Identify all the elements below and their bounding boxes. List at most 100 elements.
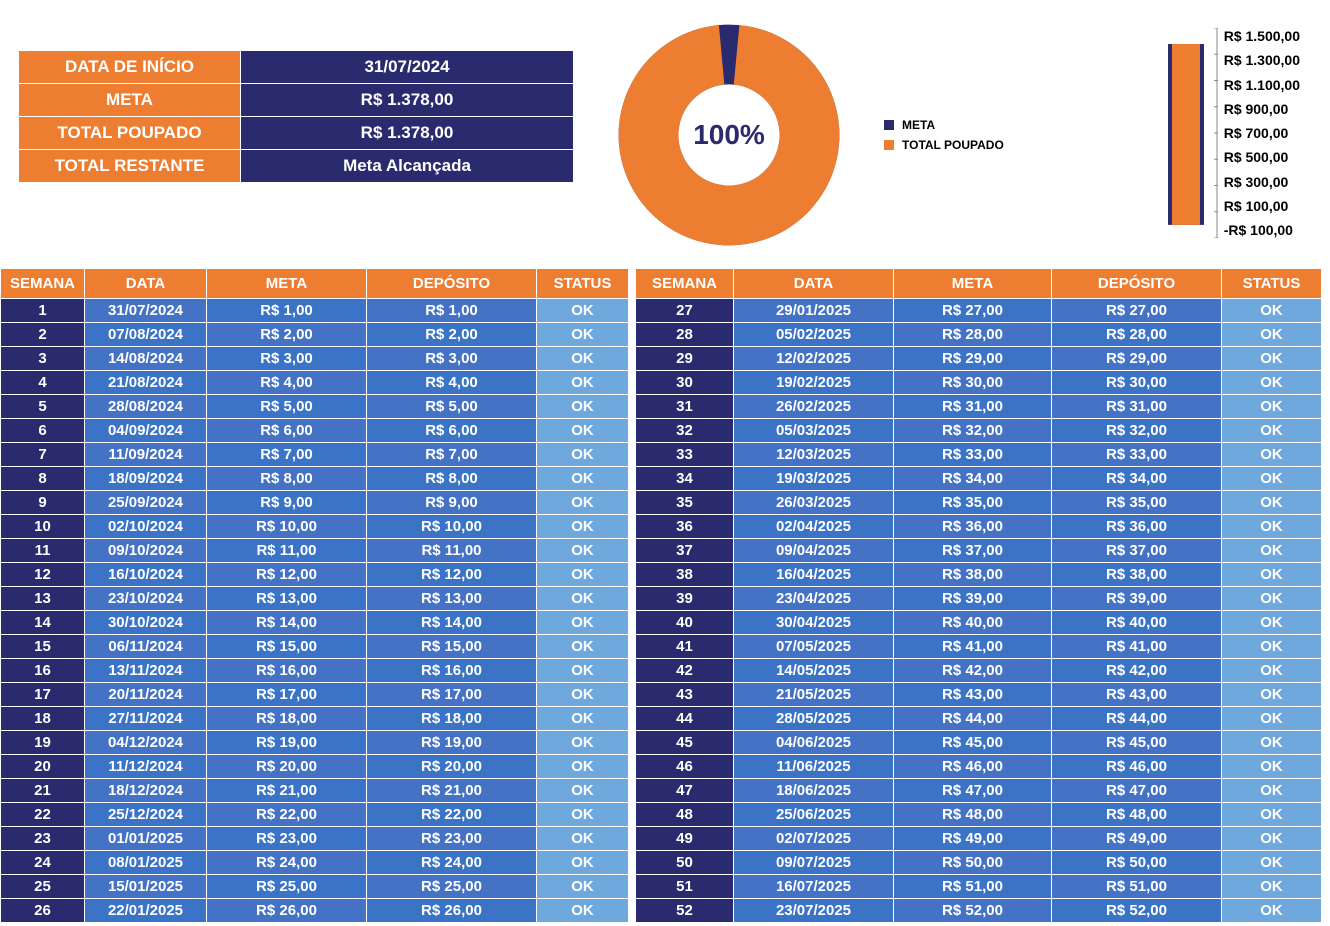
cell-meta: R$ 48,00 — [894, 803, 1052, 827]
cell-semana: 16 — [1, 659, 85, 683]
bar-tick-label: R$ 500,00 — [1224, 149, 1300, 165]
cell-status: OK — [1222, 611, 1322, 635]
cell-status: OK — [1222, 803, 1322, 827]
table-row: 4428/05/2025R$ 44,00R$ 44,00OK — [636, 707, 1322, 731]
cell-meta: R$ 11,00 — [207, 539, 367, 563]
cell-meta: R$ 39,00 — [894, 587, 1052, 611]
cell-status: OK — [537, 731, 629, 755]
cell-deposito: R$ 22,00 — [367, 803, 537, 827]
legend-swatch-icon — [884, 120, 894, 130]
table-row: 3709/04/2025R$ 37,00R$ 37,00OK — [636, 539, 1322, 563]
cell-meta: R$ 44,00 — [894, 707, 1052, 731]
savings-table-left: SEMANA DATA META DEPÓSITO STATUS 131/07/… — [0, 268, 629, 923]
cell-data: 09/10/2024 — [85, 539, 207, 563]
cell-semana: 41 — [636, 635, 734, 659]
table-row: 3419/03/2025R$ 34,00R$ 34,00OK — [636, 467, 1322, 491]
cell-data: 28/08/2024 — [85, 395, 207, 419]
cell-data: 16/04/2025 — [734, 563, 894, 587]
table-row: 1216/10/2024R$ 12,00R$ 12,00OK — [1, 563, 629, 587]
table-row: 2301/01/2025R$ 23,00R$ 23,00OK — [1, 827, 629, 851]
cell-meta: R$ 24,00 — [207, 851, 367, 875]
cell-data: 07/08/2024 — [85, 323, 207, 347]
cell-deposito: R$ 37,00 — [1052, 539, 1222, 563]
table-row: 1430/10/2024R$ 14,00R$ 14,00OK — [1, 611, 629, 635]
cell-semana: 7 — [1, 443, 85, 467]
bar-chart: R$ 1.500,00R$ 1.300,00R$ 1.100,00R$ 900,… — [1158, 28, 1300, 238]
cell-deposito: R$ 48,00 — [1052, 803, 1222, 827]
cell-data: 12/02/2025 — [734, 347, 894, 371]
cell-semana: 43 — [636, 683, 734, 707]
cell-meta: R$ 36,00 — [894, 515, 1052, 539]
cell-meta: R$ 8,00 — [207, 467, 367, 491]
th-semana: SEMANA — [1, 269, 85, 299]
cell-meta: R$ 17,00 — [207, 683, 367, 707]
cell-meta: R$ 21,00 — [207, 779, 367, 803]
summary-label-start: DATA DE INÍCIO — [19, 51, 241, 84]
cell-deposito: R$ 52,00 — [1052, 899, 1222, 923]
table-row: 4107/05/2025R$ 41,00R$ 41,00OK — [636, 635, 1322, 659]
cell-semana: 8 — [1, 467, 85, 491]
cell-deposito: R$ 9,00 — [367, 491, 537, 515]
cell-meta: R$ 33,00 — [894, 443, 1052, 467]
table-row: 314/08/2024R$ 3,00R$ 3,00OK — [1, 347, 629, 371]
cell-status: OK — [1222, 491, 1322, 515]
bar-tick-label: R$ 700,00 — [1224, 125, 1300, 141]
cell-data: 04/09/2024 — [85, 419, 207, 443]
cell-meta: R$ 35,00 — [894, 491, 1052, 515]
cell-semana: 31 — [636, 395, 734, 419]
cell-status: OK — [537, 419, 629, 443]
table-row: 4825/06/2025R$ 48,00R$ 48,00OK — [636, 803, 1322, 827]
cell-status: OK — [537, 395, 629, 419]
cell-meta: R$ 34,00 — [894, 467, 1052, 491]
th-deposito: DEPÓSITO — [367, 269, 537, 299]
table-row: 5116/07/2025R$ 51,00R$ 51,00OK — [636, 875, 1322, 899]
cell-semana: 20 — [1, 755, 85, 779]
summary-label-saved: TOTAL POUPADO — [19, 117, 241, 150]
th-status: STATUS — [1222, 269, 1322, 299]
cell-deposito: R$ 46,00 — [1052, 755, 1222, 779]
cell-meta: R$ 15,00 — [207, 635, 367, 659]
cell-data: 25/06/2025 — [734, 803, 894, 827]
summary-table: DATA DE INÍCIO 31/07/2024 META R$ 1.378,… — [18, 50, 574, 183]
table-row: 2515/01/2025R$ 25,00R$ 25,00OK — [1, 875, 629, 899]
donut-chart: 100% — [614, 20, 844, 250]
cell-meta: R$ 23,00 — [207, 827, 367, 851]
cell-data: 04/12/2024 — [85, 731, 207, 755]
table-row: 711/09/2024R$ 7,00R$ 7,00OK — [1, 443, 629, 467]
cell-semana: 42 — [636, 659, 734, 683]
table-row: 818/09/2024R$ 8,00R$ 8,00OK — [1, 467, 629, 491]
cell-status: OK — [537, 827, 629, 851]
cell-deposito: R$ 15,00 — [367, 635, 537, 659]
cell-status: OK — [537, 347, 629, 371]
table-row: 3816/04/2025R$ 38,00R$ 38,00OK — [636, 563, 1322, 587]
cell-data: 14/08/2024 — [85, 347, 207, 371]
tables-container: SEMANA DATA META DEPÓSITO STATUS 131/07/… — [0, 268, 1330, 923]
legend-label-poupado: TOTAL POUPADO — [902, 138, 1004, 152]
cell-meta: R$ 47,00 — [894, 779, 1052, 803]
cell-semana: 35 — [636, 491, 734, 515]
savings-table-right: SEMANA DATA META DEPÓSITO STATUS 2729/01… — [635, 268, 1322, 923]
cell-meta: R$ 41,00 — [894, 635, 1052, 659]
cell-deposito: R$ 34,00 — [1052, 467, 1222, 491]
cell-deposito: R$ 41,00 — [1052, 635, 1222, 659]
cell-deposito: R$ 32,00 — [1052, 419, 1222, 443]
table-row: 3126/02/2025R$ 31,00R$ 31,00OK — [636, 395, 1322, 419]
cell-data: 02/07/2025 — [734, 827, 894, 851]
th-deposito: DEPÓSITO — [1052, 269, 1222, 299]
cell-data: 21/05/2025 — [734, 683, 894, 707]
cell-deposito: R$ 19,00 — [367, 731, 537, 755]
cell-deposito: R$ 18,00 — [367, 707, 537, 731]
table-row: 1323/10/2024R$ 13,00R$ 13,00OK — [1, 587, 629, 611]
cell-data: 15/01/2025 — [85, 875, 207, 899]
cell-status: OK — [1222, 371, 1322, 395]
cell-meta: R$ 51,00 — [894, 875, 1052, 899]
cell-status: OK — [1222, 827, 1322, 851]
cell-deposito: R$ 1,00 — [367, 299, 537, 323]
cell-meta: R$ 13,00 — [207, 587, 367, 611]
cell-data: 25/09/2024 — [85, 491, 207, 515]
cell-data: 12/03/2025 — [734, 443, 894, 467]
cell-meta: R$ 18,00 — [207, 707, 367, 731]
table-row: 3526/03/2025R$ 35,00R$ 35,00OK — [636, 491, 1322, 515]
cell-deposito: R$ 28,00 — [1052, 323, 1222, 347]
cell-status: OK — [1222, 755, 1322, 779]
